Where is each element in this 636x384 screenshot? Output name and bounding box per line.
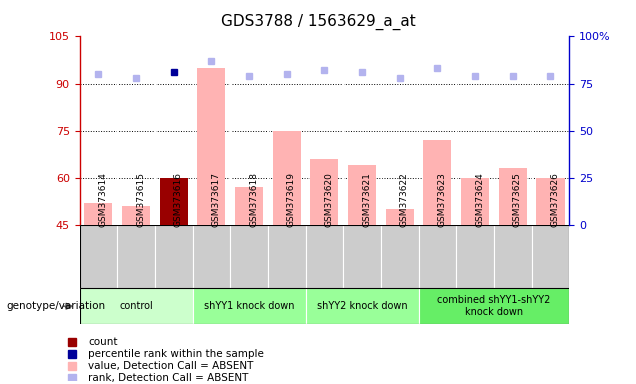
Bar (230, 225, 268, 288)
Text: value, Detection Call = ABSENT: value, Detection Call = ABSENT (88, 361, 253, 371)
Bar (418, 288, 569, 324)
Text: genotype/variation: genotype/variation (6, 301, 106, 311)
Bar (197, 68, 226, 225)
Bar (193, 225, 230, 288)
Text: shYY1 knock down: shYY1 knock down (204, 301, 294, 311)
Bar (456, 225, 494, 288)
Bar (117, 225, 155, 288)
Bar (273, 131, 301, 225)
Bar (193, 288, 305, 324)
Text: GDS3788 / 1563629_a_at: GDS3788 / 1563629_a_at (221, 13, 415, 30)
Bar (499, 168, 527, 225)
Bar (84, 203, 113, 225)
Text: count: count (88, 337, 118, 347)
Text: shYY2 knock down: shYY2 knock down (317, 301, 407, 311)
Bar (310, 159, 338, 225)
Text: GSM373618: GSM373618 (249, 172, 258, 227)
Text: GSM373624: GSM373624 (475, 172, 484, 227)
Bar (160, 178, 188, 225)
Bar (122, 206, 150, 225)
Bar (418, 225, 456, 288)
Bar (348, 165, 376, 225)
Text: GSM373617: GSM373617 (211, 172, 220, 227)
Bar (536, 178, 565, 225)
Text: GSM373626: GSM373626 (550, 172, 560, 227)
Bar (381, 225, 418, 288)
Bar (343, 225, 381, 288)
Bar (305, 225, 343, 288)
Text: GSM373625: GSM373625 (513, 172, 522, 227)
Text: GSM373616: GSM373616 (174, 172, 183, 227)
Bar (532, 225, 569, 288)
Bar (80, 288, 193, 324)
Text: GSM373621: GSM373621 (362, 172, 371, 227)
Bar (461, 178, 489, 225)
Text: GSM373620: GSM373620 (324, 172, 333, 227)
Text: combined shYY1-shYY2
knock down: combined shYY1-shYY2 knock down (437, 295, 551, 317)
Text: GSM373619: GSM373619 (287, 172, 296, 227)
Text: control: control (119, 301, 153, 311)
Bar (155, 225, 193, 288)
Bar (385, 209, 414, 225)
Bar (80, 225, 117, 288)
Bar (305, 288, 418, 324)
Bar (494, 225, 532, 288)
Text: rank, Detection Call = ABSENT: rank, Detection Call = ABSENT (88, 373, 248, 383)
Bar (235, 187, 263, 225)
Bar (423, 140, 452, 225)
Text: percentile rank within the sample: percentile rank within the sample (88, 349, 264, 359)
Text: GSM373622: GSM373622 (399, 172, 409, 227)
Bar (268, 225, 305, 288)
Text: GSM373623: GSM373623 (438, 172, 446, 227)
Text: GSM373615: GSM373615 (136, 172, 145, 227)
Text: GSM373614: GSM373614 (99, 172, 107, 227)
